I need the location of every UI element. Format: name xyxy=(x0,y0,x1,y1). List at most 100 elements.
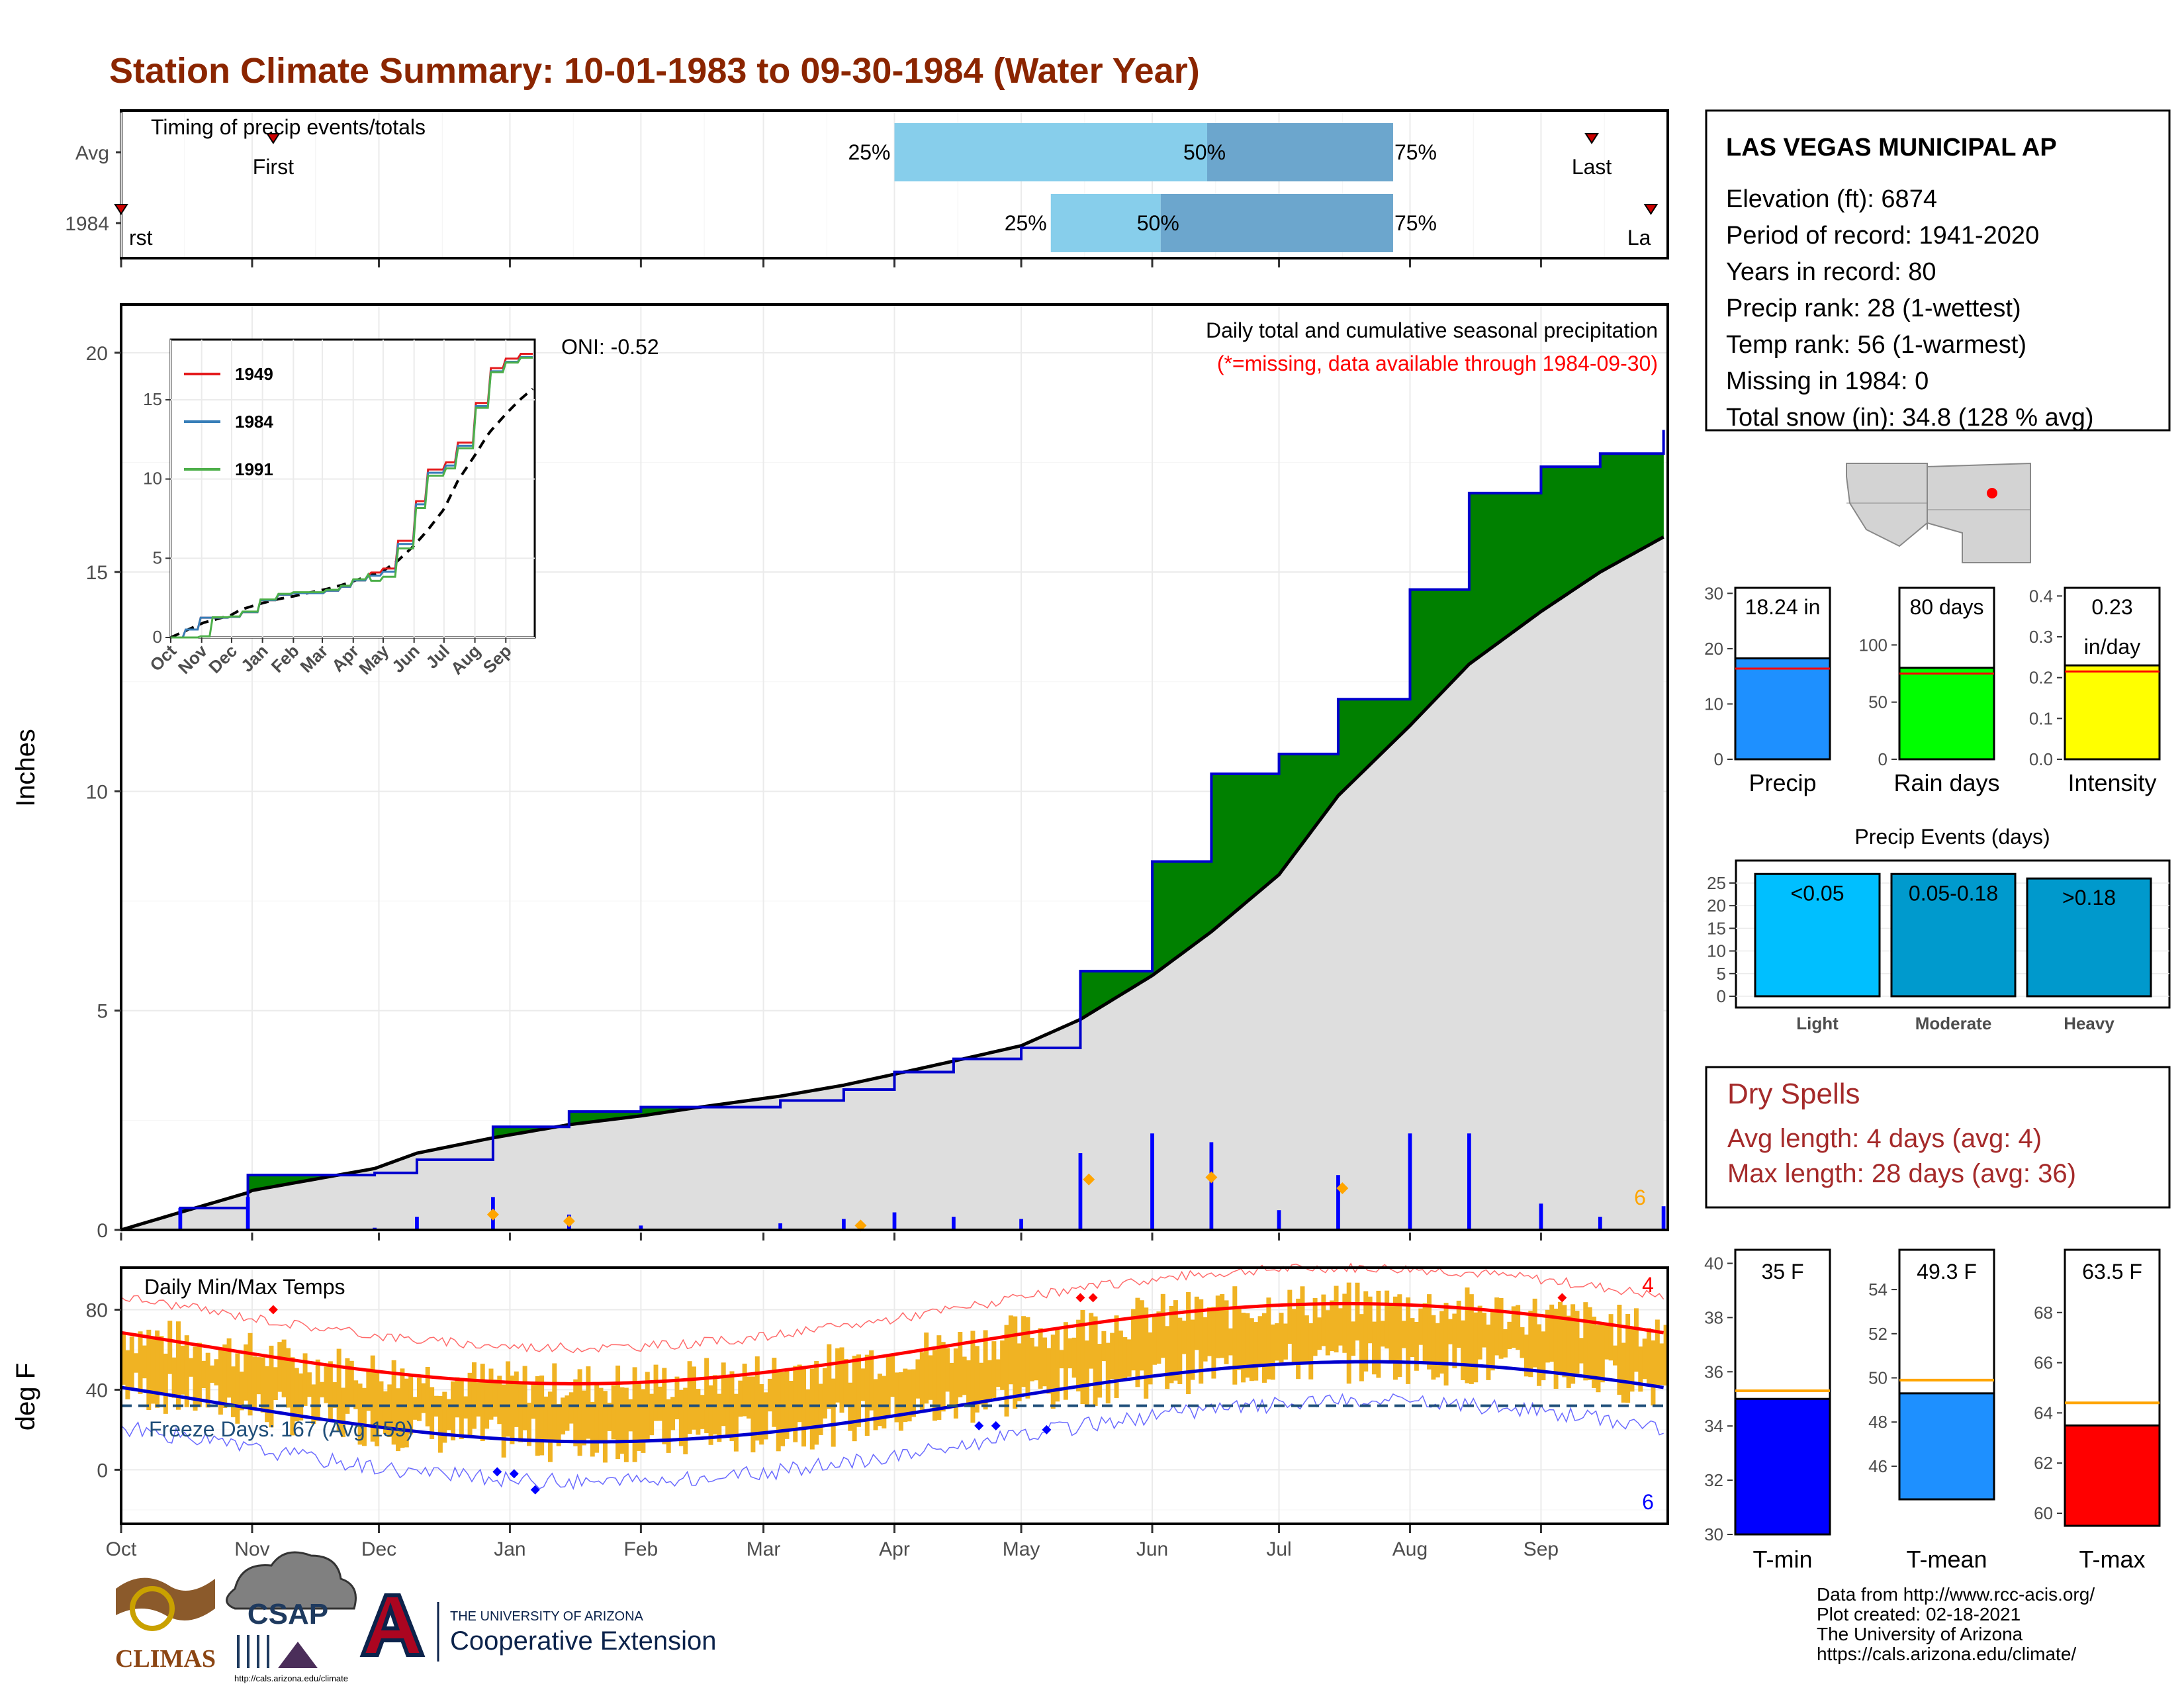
daily-temp-range-bar xyxy=(547,1391,553,1462)
record-low-marker xyxy=(1042,1425,1052,1434)
daily-temp-range-bar xyxy=(619,1387,625,1454)
daily-temp-range-bar xyxy=(1511,1306,1516,1348)
daily-temp-range-bar xyxy=(1659,1343,1664,1385)
temp-summary-ytick-label: 34 xyxy=(1704,1416,1723,1436)
daily-temp-range-bar xyxy=(581,1390,586,1446)
daily-temp-range-bar xyxy=(171,1357,177,1398)
daily-precip-bar xyxy=(1467,1133,1471,1230)
timing-row-label: 1984 xyxy=(65,213,109,235)
daily-temp-range-bar xyxy=(522,1366,527,1430)
daily-temp-range-bar xyxy=(569,1392,574,1424)
daily-temp-range-bar xyxy=(649,1393,655,1436)
daily-temp-range-bar xyxy=(1469,1294,1474,1384)
daily-temp-range-bar xyxy=(1596,1325,1601,1393)
daily-temp-range-bar xyxy=(907,1369,912,1422)
climas-text: CLIMAS xyxy=(115,1645,216,1673)
daily-precip-bar xyxy=(952,1217,956,1230)
daily-temp-range-bar xyxy=(1498,1297,1504,1359)
dry-spells-max: Max length: 28 days (avg: 36) xyxy=(1727,1159,2076,1188)
daily-temp-range-bar xyxy=(1549,1304,1555,1362)
daily-temp-range-bar xyxy=(602,1391,608,1463)
daily-temp-range-bar xyxy=(1186,1291,1191,1395)
daily-temp-range-bar xyxy=(1194,1296,1199,1350)
ua-logo: THE UNIVERSITY OF ARIZONA Cooperative Ex… xyxy=(359,1593,716,1662)
daily-temp-range-bar xyxy=(919,1352,925,1411)
month-label: Oct xyxy=(106,1538,137,1560)
event-bar-name: Light xyxy=(1796,1013,1839,1033)
daily-temp-range-bar xyxy=(218,1349,223,1415)
daily-temp-range-bar xyxy=(1439,1311,1445,1374)
daily-temp-range-bar xyxy=(455,1377,460,1418)
timing-bar-50-75 xyxy=(1207,123,1393,181)
daily-temp-range-bar xyxy=(471,1362,477,1429)
daily-temp-range-bar xyxy=(1367,1296,1373,1344)
temp-series xyxy=(120,1262,1668,1495)
daily-temp-range-bar xyxy=(1647,1328,1652,1385)
last-event-marker xyxy=(1643,204,1659,215)
daily-temp-range-bar xyxy=(1651,1340,1656,1406)
daily-temp-range-bar xyxy=(1443,1303,1449,1386)
daily-temp-range-bar xyxy=(488,1368,494,1420)
daily-precip-bar xyxy=(246,1197,250,1230)
daily-temp-range-bar xyxy=(670,1397,676,1430)
daily-temp-range-bar xyxy=(361,1387,367,1446)
daily-temp-range-bar xyxy=(666,1399,671,1453)
daily-temp-range-bar xyxy=(1068,1338,1073,1369)
temp-summary-ytick-label: 66 xyxy=(2034,1353,2053,1373)
daily-temp-range-bar xyxy=(958,1332,963,1397)
summary-bar-precip: 0 10 20 30 18.24 in Precip xyxy=(1704,583,1831,796)
daily-temp-range-bar xyxy=(501,1384,506,1458)
logos: CLIMAS CSAP http://cals.arizona.edu/clim… xyxy=(115,1551,716,1683)
daily-temp-range-bar xyxy=(1587,1307,1592,1380)
daily-temp-range-bar xyxy=(1173,1300,1178,1381)
month-label: Apr xyxy=(879,1538,910,1560)
events-title: Precip Events (days) xyxy=(1854,825,2050,849)
daily-temp-range-bar xyxy=(788,1381,794,1429)
daily-temp-range-bar xyxy=(856,1354,862,1427)
daily-temp-range-bar xyxy=(932,1350,937,1421)
summary-ytick-label: 20 xyxy=(1704,639,1723,659)
precip-ytick-label: 5 xyxy=(97,1001,108,1023)
daily-temp-range-bar xyxy=(193,1346,198,1411)
summary-ytick-label: 30 xyxy=(1704,583,1723,603)
station-frame xyxy=(1705,109,2171,432)
daily-temp-range-bar xyxy=(1346,1282,1351,1384)
inset-ytick-label: 10 xyxy=(143,469,162,489)
daily-temp-range-bar xyxy=(1000,1340,1005,1390)
daily-temp-range-bar xyxy=(1025,1317,1030,1399)
daily-temp-range-bar xyxy=(1122,1336,1128,1381)
daily-temp-range-bar xyxy=(526,1402,531,1446)
last-event-marker xyxy=(1584,133,1599,144)
event-bar-light xyxy=(1754,872,1881,998)
daily-temp-range-bar xyxy=(1245,1313,1250,1378)
daily-temp-range-bar xyxy=(1241,1313,1246,1383)
daily-temp-range-bar xyxy=(1507,1321,1512,1349)
daily-temp-range-bar xyxy=(1592,1316,1597,1388)
month-label: Sep xyxy=(1524,1538,1559,1560)
precip-corner-count: 6 xyxy=(1634,1186,1646,1209)
record-low-count: 6 xyxy=(1642,1490,1654,1514)
daily-temp-range-bar xyxy=(510,1376,515,1444)
inset-ytick-label: 5 xyxy=(153,547,162,567)
summary-bar-intensity: 0.0 0.1 0.2 0.3 0.4 0.23 in/day Intensity xyxy=(2029,586,2161,796)
daily-temp-range-bar xyxy=(827,1344,832,1409)
daily-temp-range-bar xyxy=(903,1368,908,1423)
inset-lines xyxy=(170,353,534,639)
daily-temp-range-bar xyxy=(1126,1339,1132,1377)
daily-precip-bar xyxy=(1336,1175,1340,1230)
daily-temp-range-bar xyxy=(341,1387,346,1438)
daily-temp-range-bar xyxy=(1266,1297,1271,1380)
daily-temp-range-bar xyxy=(1300,1286,1305,1362)
daily-precip-bar xyxy=(892,1212,897,1230)
daily-temp-range-bar xyxy=(1388,1305,1394,1360)
daily-temp-range-bar xyxy=(480,1364,485,1441)
daily-temp-range-bar xyxy=(1545,1309,1550,1363)
daily-temp-range-bar xyxy=(336,1348,341,1432)
temperature-panel: 0 40 80 Daily Min/Max Temps Freeze Days: 1… xyxy=(11,1262,1669,1560)
daily-temp-range-bar xyxy=(1279,1313,1284,1364)
record-low-line xyxy=(120,1393,1664,1490)
daily-temp-range-bar xyxy=(311,1384,316,1424)
daily-temp-range-bar xyxy=(945,1348,950,1392)
daily-temp-range-bar xyxy=(898,1372,903,1431)
